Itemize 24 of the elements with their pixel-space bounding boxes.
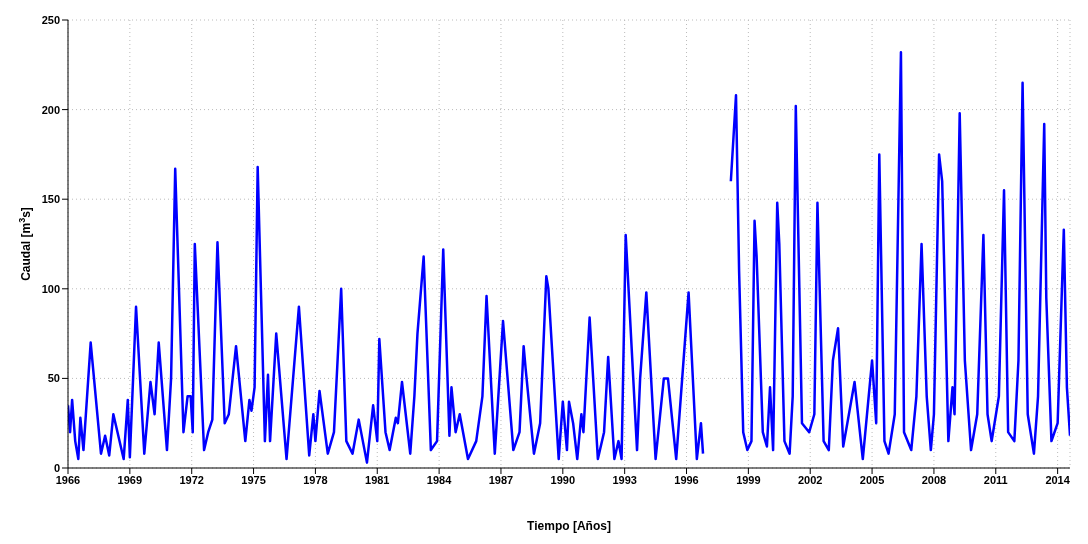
x-tick-label: 2014 [1045, 473, 1071, 486]
x-tick-label: 1987 [488, 473, 514, 486]
x-tick-label: 1984 [426, 473, 453, 486]
x-tick-label: 1966 [55, 473, 81, 486]
x-axis-title: Tiempo [Años] [527, 519, 611, 533]
x-tick-label: 1996 [674, 473, 699, 486]
x-tick-label: 1969 [117, 473, 143, 486]
x-tick-label: 1972 [179, 473, 204, 486]
y-tick-label: 0 [53, 461, 60, 474]
x-tick-label: 2005 [859, 473, 885, 486]
x-tick-label: 2008 [921, 473, 947, 486]
y-tick-label: 150 [41, 193, 60, 206]
x-tick-label: 1999 [736, 473, 761, 486]
x-tick-label: 2002 [797, 473, 823, 486]
y-tick-label: 100 [41, 282, 60, 295]
y-tick-label: 50 [47, 372, 60, 385]
x-tick-label: 1978 [303, 473, 328, 486]
y-tick-label: 200 [41, 103, 60, 116]
x-tick-label: 2011 [983, 473, 1008, 486]
x-tick-label: 1981 [365, 473, 390, 486]
y-tick-label: 250 [41, 13, 60, 26]
x-tick-label: 1975 [241, 473, 266, 486]
x-tick-label: 1993 [612, 473, 637, 486]
x-tick-label: 1990 [550, 473, 576, 486]
